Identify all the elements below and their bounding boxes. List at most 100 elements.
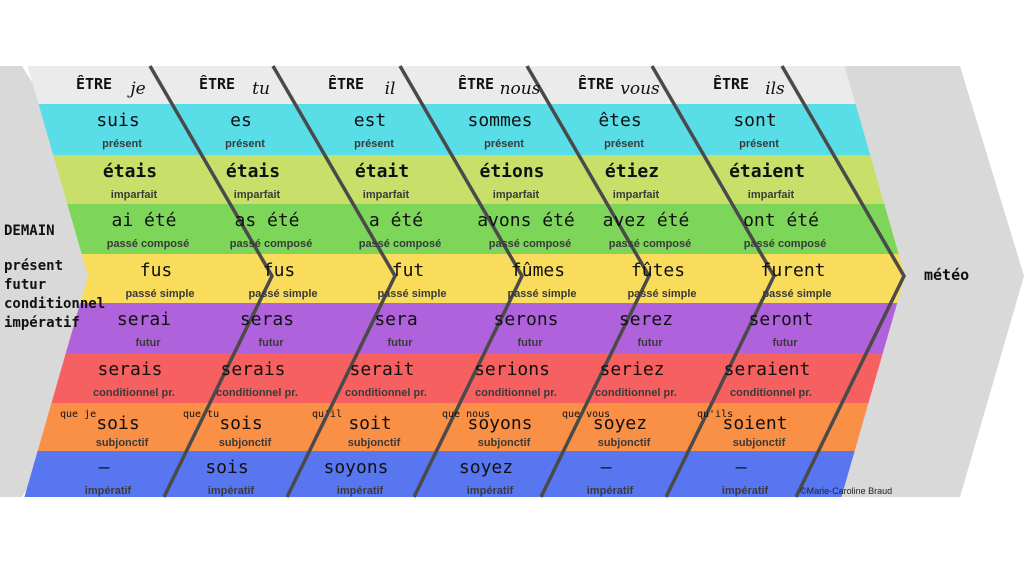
header-verb-0: ÊTRE (76, 74, 112, 93)
row-band-1 (38, 104, 871, 155)
form-passe_compose-5: ont été (743, 210, 819, 231)
form-imperatif-3: soyez (459, 457, 513, 478)
tense-label-imperatif-0: impératif (85, 485, 132, 497)
row-band-0 (27, 66, 856, 104)
tense-label-passe_compose-3: passé composé (489, 238, 572, 250)
tense-label-conditionnel-2: conditionnel pr. (345, 387, 427, 399)
form-subjonctif-5: soient (722, 413, 787, 434)
form-present-4: êtes (598, 110, 641, 131)
form-subjonctif-1: sois (219, 413, 262, 434)
tense-label-present-5: présent (739, 138, 779, 150)
form-passe_compose-3: avons été (477, 210, 575, 231)
form-passe_simple-3: fûmes (511, 260, 565, 281)
tense-label-passe_compose-2: passé composé (359, 238, 442, 250)
tense-label-subjonctif-5: subjonctif (733, 437, 786, 449)
tense-label-imperatif-1: impératif (208, 485, 255, 497)
column-divider-0 (148, 65, 274, 498)
row-band-8 (24, 451, 855, 497)
form-futur-4: serez (619, 309, 673, 330)
tense-label-imparfait-3: imparfait (493, 189, 540, 201)
tense-label-passe_compose-4: passé composé (609, 238, 692, 250)
subjonctif-prefix-1: que tu (183, 409, 219, 420)
form-subjonctif-0: sois (96, 413, 139, 434)
form-futur-0: serai (117, 309, 171, 330)
row-band-4 (80, 254, 906, 303)
form-conditionnel-0: serais (97, 359, 162, 380)
left-panel-item-present: présent (4, 258, 64, 274)
tense-label-passe_simple-0: passé simple (125, 288, 194, 300)
tense-label-futur-2: futur (387, 337, 413, 349)
form-present-5: sont (733, 110, 776, 131)
tense-label-conditionnel-4: conditionnel pr. (595, 387, 677, 399)
header-verb-2: ÊTRE (328, 74, 364, 93)
form-imparfait-4: étiez (605, 161, 659, 182)
form-present-0: suis (96, 110, 139, 131)
form-passe_simple-1: fus (263, 260, 296, 281)
header-verb-5: ÊTRE (713, 74, 749, 93)
header-pronoun-je: je (126, 79, 145, 99)
tense-label-subjonctif-3: subjonctif (478, 437, 531, 449)
form-imparfait-3: étions (479, 161, 544, 182)
tense-label-futur-5: futur (772, 337, 798, 349)
tense-label-imperatif-4: impératif (587, 485, 634, 497)
column-divider-5 (780, 65, 906, 498)
left-panel: DEMAIN présent futur conditionnel impéra… (4, 222, 105, 333)
form-subjonctif-4: soyez (593, 413, 647, 434)
tense-label-passe_simple-4: passé simple (627, 288, 696, 300)
form-imperatif-2: soyons (323, 457, 388, 478)
header-verb-1: ÊTRE (199, 74, 235, 93)
tense-label-subjonctif-1: subjonctif (219, 437, 272, 449)
left-panel-item-imperatif: impératif (4, 315, 80, 331)
form-conditionnel-2: serait (349, 359, 414, 380)
header-pronoun-il: il (385, 79, 396, 99)
form-passe_compose-0: ai été (111, 210, 176, 231)
form-conditionnel-1: serais (220, 359, 285, 380)
tense-label-passe_compose-5: passé composé (744, 238, 827, 250)
left-panel-title: DEMAIN (4, 223, 55, 239)
form-subjonctif-3: soyons (467, 413, 532, 434)
tense-label-imperatif-3: impératif (467, 485, 514, 497)
row-band-7 (37, 403, 869, 451)
tense-label-imparfait-4: imparfait (613, 189, 660, 201)
form-present-2: est (354, 110, 387, 131)
header-pronoun-ils: ils (765, 79, 785, 99)
tense-label-futur-0: futur (135, 337, 161, 349)
form-passe_simple-4: fûtes (631, 260, 685, 281)
tense-label-imperatif-2: impératif (337, 485, 384, 497)
tense-label-passe_simple-5: passé simple (762, 288, 831, 300)
tense-label-conditionnel-1: conditionnel pr. (216, 387, 298, 399)
tense-label-subjonctif-2: subjonctif (348, 437, 401, 449)
left-panel-item-futur: futur (4, 277, 47, 293)
form-imperatif-1: sois (205, 457, 248, 478)
tense-label-present-4: présent (604, 138, 644, 150)
tense-label-present-2: présent (354, 138, 394, 150)
tense-label-subjonctif-4: subjonctif (598, 437, 651, 449)
column-divider-1 (271, 65, 397, 498)
form-passe_compose-2: a été (369, 210, 423, 231)
form-futur-5: seront (748, 309, 813, 330)
form-futur-3: serons (493, 309, 558, 330)
tense-label-futur-4: futur (637, 337, 663, 349)
row-band-5 (65, 303, 898, 353)
tense-label-present-3: présent (484, 138, 524, 150)
form-imparfait-0: étais (103, 161, 157, 182)
tense-label-subjonctif-0: subjonctif (96, 437, 149, 449)
right-label: météo (924, 266, 970, 284)
form-imparfait-2: était (355, 161, 409, 182)
left-grey-chevron (0, 66, 154, 497)
header-verb-3: ÊTRE (458, 74, 494, 93)
form-imperatif-0: – (99, 457, 110, 478)
subjonctif-prefix-5: qu'ils (697, 409, 733, 420)
header-verb-4: ÊTRE (578, 74, 614, 93)
tense-label-conditionnel-0: conditionnel pr. (93, 387, 175, 399)
tense-label-passe_simple-2: passé simple (377, 288, 446, 300)
form-passe_compose-4: avez été (603, 210, 690, 231)
row-band-6 (51, 353, 883, 403)
row-band-3 (67, 204, 899, 254)
form-passe_simple-2: fut (392, 260, 425, 281)
tense-label-futur-3: futur (517, 337, 543, 349)
credit-text: ©Marie-Caroline Braud (800, 486, 893, 496)
form-present-3: sommes (467, 110, 532, 131)
form-passe_compose-1: as été (234, 210, 299, 231)
